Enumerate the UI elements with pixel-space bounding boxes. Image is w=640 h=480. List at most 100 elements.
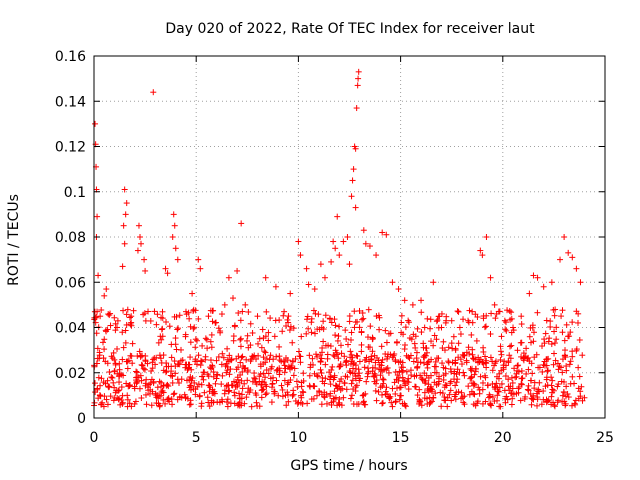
data-point [126, 314, 133, 321]
data-point [218, 311, 225, 318]
data-point [414, 325, 421, 332]
data-point [559, 356, 566, 363]
data-point [355, 366, 362, 373]
data-point [465, 344, 472, 351]
data-point [406, 335, 413, 342]
data-point [559, 307, 566, 314]
data-point [123, 200, 130, 207]
data-point [311, 330, 318, 337]
data-point [515, 368, 522, 375]
data-point [239, 385, 246, 392]
data-point [133, 380, 140, 387]
data-point [139, 352, 146, 359]
data-point [200, 369, 207, 376]
data-point [372, 359, 379, 366]
data-point [487, 274, 494, 281]
data-point [281, 308, 288, 315]
data-point [353, 105, 360, 112]
data-point [172, 335, 179, 342]
data-point [370, 373, 377, 380]
data-point [106, 312, 113, 319]
data-point [507, 343, 514, 350]
data-point [108, 374, 115, 381]
data-point [383, 231, 390, 238]
data-point [553, 324, 560, 331]
data-point [335, 399, 342, 406]
data-point [235, 364, 242, 371]
data-point [283, 354, 290, 361]
data-point [540, 388, 547, 395]
data-point [93, 330, 100, 337]
data-point [139, 362, 146, 369]
data-point [212, 319, 219, 326]
data-point [344, 234, 351, 240]
data-point [284, 389, 291, 396]
data-point [457, 356, 464, 363]
data-point [503, 327, 510, 334]
data-point [527, 391, 534, 398]
data-point [502, 319, 509, 326]
data-point [321, 274, 328, 281]
data-point [125, 357, 132, 364]
data-point [371, 378, 378, 385]
data-point [421, 389, 428, 396]
data-point [103, 396, 110, 403]
data-point [503, 393, 510, 400]
data-point [276, 357, 283, 364]
data-point [157, 392, 164, 399]
data-point [508, 342, 515, 349]
data-point [122, 211, 129, 218]
data-point [335, 355, 342, 362]
data-point [456, 324, 463, 331]
data-point [539, 368, 546, 375]
data-point [237, 343, 244, 350]
data-point [442, 381, 449, 388]
data-point [449, 345, 456, 352]
data-point [238, 391, 245, 398]
data-point [313, 392, 320, 399]
data-point [396, 368, 403, 375]
data-point [518, 321, 525, 328]
data-point [523, 370, 530, 377]
data-point [215, 353, 222, 360]
data-point [558, 378, 565, 385]
data-point [141, 256, 148, 263]
data-point [428, 338, 435, 345]
data-point [224, 367, 231, 374]
data-point [542, 330, 549, 337]
data-point [489, 393, 496, 400]
data-point [321, 394, 328, 401]
data-point [145, 308, 152, 315]
data-point [265, 370, 272, 377]
data-point [491, 301, 498, 308]
data-point [262, 359, 269, 366]
data-point [566, 361, 573, 368]
data-point [561, 337, 568, 344]
data-point [329, 363, 336, 370]
data-point [275, 392, 282, 399]
data-point [550, 306, 557, 313]
data-point [397, 392, 404, 399]
data-point [505, 383, 512, 390]
data-point [283, 323, 290, 330]
data-point [531, 379, 538, 386]
data-point [122, 327, 129, 334]
data-point [461, 372, 468, 379]
data-point [207, 364, 214, 371]
data-point [162, 265, 169, 272]
data-point [350, 386, 357, 393]
data-point [154, 392, 161, 399]
data-point [199, 342, 206, 349]
data-point [214, 371, 221, 378]
data-point [208, 331, 215, 338]
data-point [457, 331, 464, 338]
data-point [332, 245, 339, 252]
data-point [258, 344, 265, 351]
data-point [518, 367, 525, 374]
data-point [327, 381, 334, 388]
data-point [138, 395, 145, 402]
data-point [197, 265, 204, 272]
data-point [333, 383, 340, 390]
data-point [116, 387, 123, 394]
data-point [195, 352, 202, 359]
